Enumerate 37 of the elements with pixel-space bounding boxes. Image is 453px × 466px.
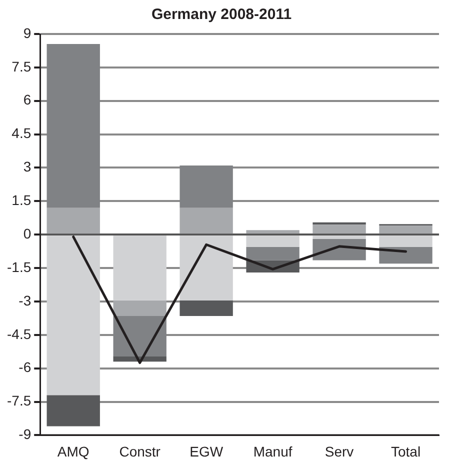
x-tick-label: Constr bbox=[119, 443, 161, 460]
y-tick-label: 3 bbox=[23, 158, 32, 175]
x-tick-label: Serv bbox=[324, 443, 354, 460]
x-tick-label: EGW bbox=[190, 443, 224, 460]
bar bbox=[246, 236, 300, 247]
bar bbox=[180, 300, 233, 316]
y-tick-label: -1.5 bbox=[7, 258, 32, 275]
bar bbox=[379, 236, 432, 247]
bar bbox=[46, 236, 100, 396]
bar bbox=[246, 230, 300, 234]
y-tick-label: -9 bbox=[18, 426, 32, 442]
y-tick-label: -6 bbox=[18, 359, 32, 376]
y-tick-label: 7.5 bbox=[12, 58, 32, 74]
bar bbox=[379, 226, 432, 234]
y-tick-label: 0 bbox=[23, 225, 32, 242]
bar bbox=[180, 236, 233, 300]
y-tick-label: -4.5 bbox=[7, 326, 32, 342]
x-tick-label: Total bbox=[390, 443, 421, 460]
bar bbox=[246, 246, 300, 260]
bar bbox=[312, 224, 366, 234]
bar bbox=[46, 395, 100, 426]
y-tick-label: -7.5 bbox=[7, 392, 32, 409]
bar bbox=[46, 208, 100, 234]
bar bbox=[180, 208, 233, 234]
x-tick-label: AMQ bbox=[57, 443, 90, 460]
bar bbox=[113, 300, 166, 316]
bar bbox=[113, 236, 166, 300]
bar bbox=[312, 236, 366, 240]
y-tick-label: 1.5 bbox=[12, 192, 32, 208]
y-tick-label: 6 bbox=[23, 92, 32, 108]
bar bbox=[312, 222, 366, 225]
x-tick-label: Manuf bbox=[253, 443, 292, 460]
y-tick-label: 4.5 bbox=[12, 125, 32, 142]
chart-title: Germany 2008-2011 bbox=[151, 6, 292, 24]
y-tick-label: -3 bbox=[18, 292, 32, 308]
bar bbox=[379, 246, 432, 264]
y-tick-label: 9 bbox=[23, 24, 32, 41]
